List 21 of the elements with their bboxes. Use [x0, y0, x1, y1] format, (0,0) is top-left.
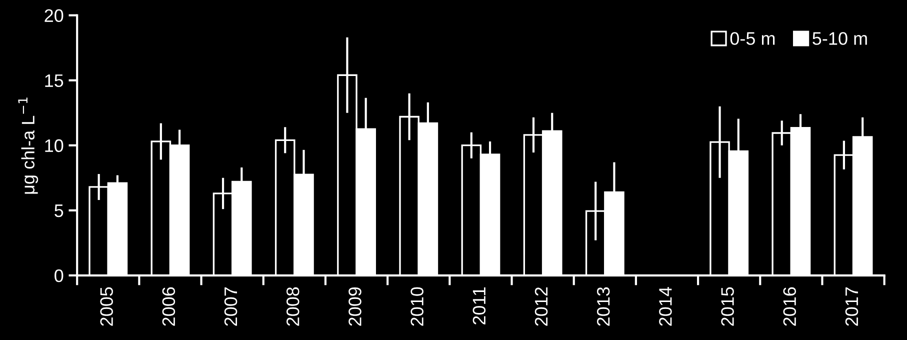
y-tick-label: 20 — [44, 9, 64, 22]
x-tick-label: 2016 — [783, 287, 796, 326]
x-tick-label: 2010 — [410, 287, 424, 326]
x-tick-label: 2009 — [348, 287, 362, 326]
x-tick-label: 2017 — [845, 287, 858, 326]
x-tick-label: 2012 — [534, 287, 548, 326]
x-tick-label: 2014 — [659, 287, 672, 326]
y-tick-label: 10 — [45, 139, 64, 152]
y-axis-title: μg chl-a L$^{−1}$ — [18, 98, 38, 194]
x-tick-label: 2007 — [224, 287, 238, 326]
legend-label: 0-5 m — [730, 32, 775, 45]
x-tick-label: 2005 — [100, 287, 113, 326]
y-tick-label: 15 — [45, 74, 64, 88]
x-tick-label: 2006 — [162, 287, 176, 326]
y-tick-label: 0 — [54, 269, 64, 282]
x-tick-label: 2015 — [721, 287, 734, 326]
x-tick-label: 2008 — [286, 287, 300, 326]
y-tick-label: 5 — [54, 204, 64, 218]
x-tick-label: 2013 — [596, 287, 610, 326]
legend-label: 5-10 m — [812, 32, 867, 45]
x-tick-label: 2011 — [472, 287, 486, 324]
